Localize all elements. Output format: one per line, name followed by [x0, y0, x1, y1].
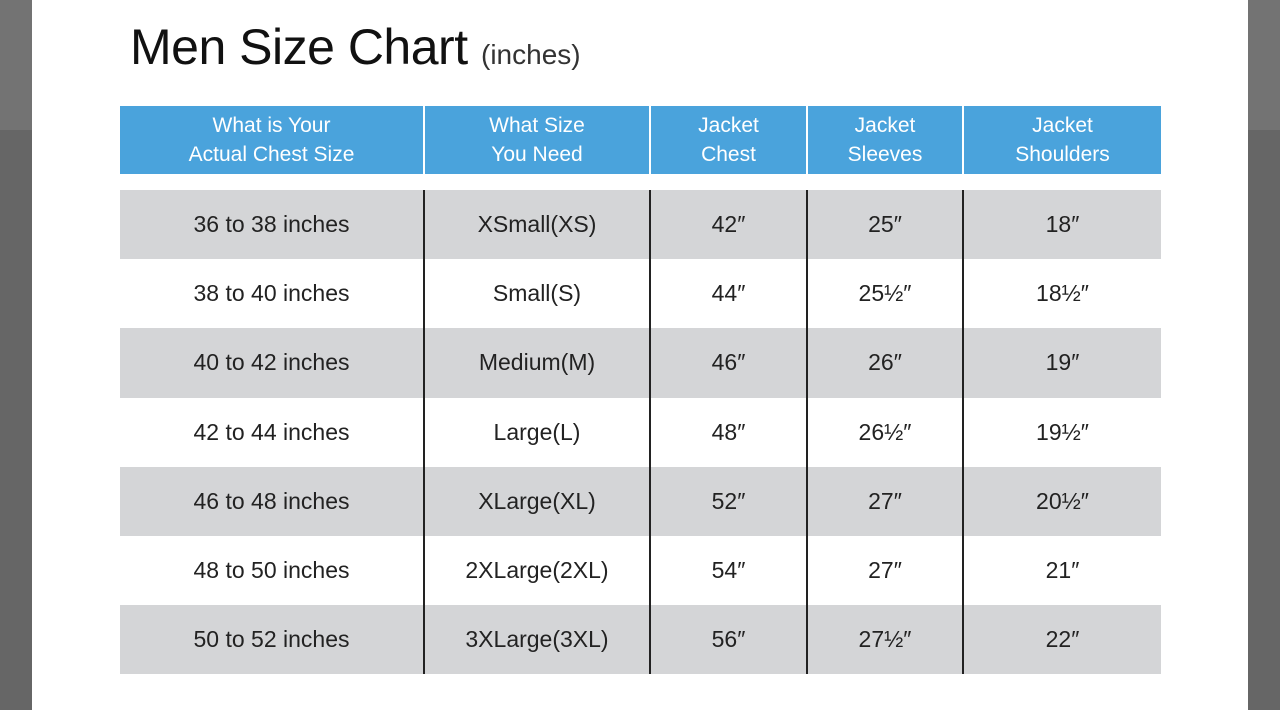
table-cell: 42 to 44 inches: [120, 397, 425, 467]
table-row: 48 to 50 inches 2XLarge(2XL) 54″ 27″ 21″: [120, 535, 1161, 606]
table-cell: 22″: [1045, 626, 1080, 653]
table-cell: 50 to 52 inches: [120, 605, 425, 675]
header-jacket-chest: Jacket Chest: [651, 106, 808, 174]
table-row: 50 to 52 inches 3XLarge(3XL) 56″ 27½″ 22″: [120, 605, 1161, 675]
table-row: 42 to 44 inches Large(L) 48″ 26½″ 19½″: [120, 397, 1161, 467]
table-cell: 36 to 38 inches: [120, 190, 425, 260]
table-cell: 19½″: [1036, 418, 1089, 445]
header-chest-size: What is Your Actual Chest Size: [120, 106, 425, 174]
table-cell: 48″: [651, 397, 808, 467]
table-cell: 46″: [651, 328, 808, 398]
header-jacket-sleeves: Jacket Sleeves: [808, 106, 964, 174]
table-cell: 27½″: [808, 605, 964, 675]
table-cell: 27″: [808, 466, 964, 536]
header-jacket-shoulders: Jacket Shoulders: [1015, 114, 1110, 166]
table-cell: 40 to 42 inches: [120, 328, 425, 398]
table-cell: 18″: [1045, 211, 1080, 238]
table-cell: 52″: [651, 466, 808, 536]
table-header: What is Your Actual Chest Size What Size…: [120, 106, 1161, 174]
table-row: 46 to 48 inches XLarge(XL) 52″ 27″ 20½″: [120, 466, 1161, 536]
table-row: 40 to 42 inches Medium(M) 46″ 26″ 19″: [120, 328, 1161, 398]
table-cell: XSmall(XS): [425, 190, 651, 260]
table-cell: 56″: [651, 605, 808, 675]
table-cell: 25″: [808, 190, 964, 260]
table-cell: XLarge(XL): [425, 466, 651, 536]
table-cell: 48 to 50 inches: [120, 535, 425, 606]
table-row: 38 to 40 inches Small(S) 44″ 25½″ 18½″: [120, 259, 1161, 329]
table-body: 36 to 38 inches XSmall(XS) 42″ 25″ 18″ 38 to …: [120, 190, 1161, 675]
title-units: (inches): [481, 39, 581, 70]
table-cell: 46 to 48 inches: [120, 466, 425, 536]
table-cell: 21″: [1045, 557, 1080, 584]
table-cell: Small(S): [425, 259, 651, 329]
table-cell: 54″: [651, 535, 808, 606]
title-text: Men Size Chart: [130, 19, 468, 75]
table-cell: 38 to 40 inches: [120, 259, 425, 329]
table-cell: Large(L): [425, 397, 651, 467]
chart-title: Men Size Chart (inches): [130, 18, 581, 76]
table-cell: 44″: [651, 259, 808, 329]
header-size-needed: What Size You Need: [425, 106, 651, 174]
table-cell: 20½″: [1036, 487, 1089, 514]
table-cell: 26″: [808, 328, 964, 398]
table-cell: 42″: [651, 190, 808, 260]
table-cell: 19″: [1045, 349, 1080, 376]
table-cell: 27″: [808, 535, 964, 606]
table-cell: 18½″: [1036, 280, 1089, 307]
table-cell: 25½″: [808, 259, 964, 329]
table-row: 36 to 38 inches XSmall(XS) 42″ 25″ 18″: [120, 190, 1161, 260]
table-cell: 26½″: [808, 397, 964, 467]
table-cell: Medium(M): [425, 328, 651, 398]
table-cell: 2XLarge(2XL): [425, 535, 651, 606]
table-cell: 3XLarge(3XL): [425, 605, 651, 675]
